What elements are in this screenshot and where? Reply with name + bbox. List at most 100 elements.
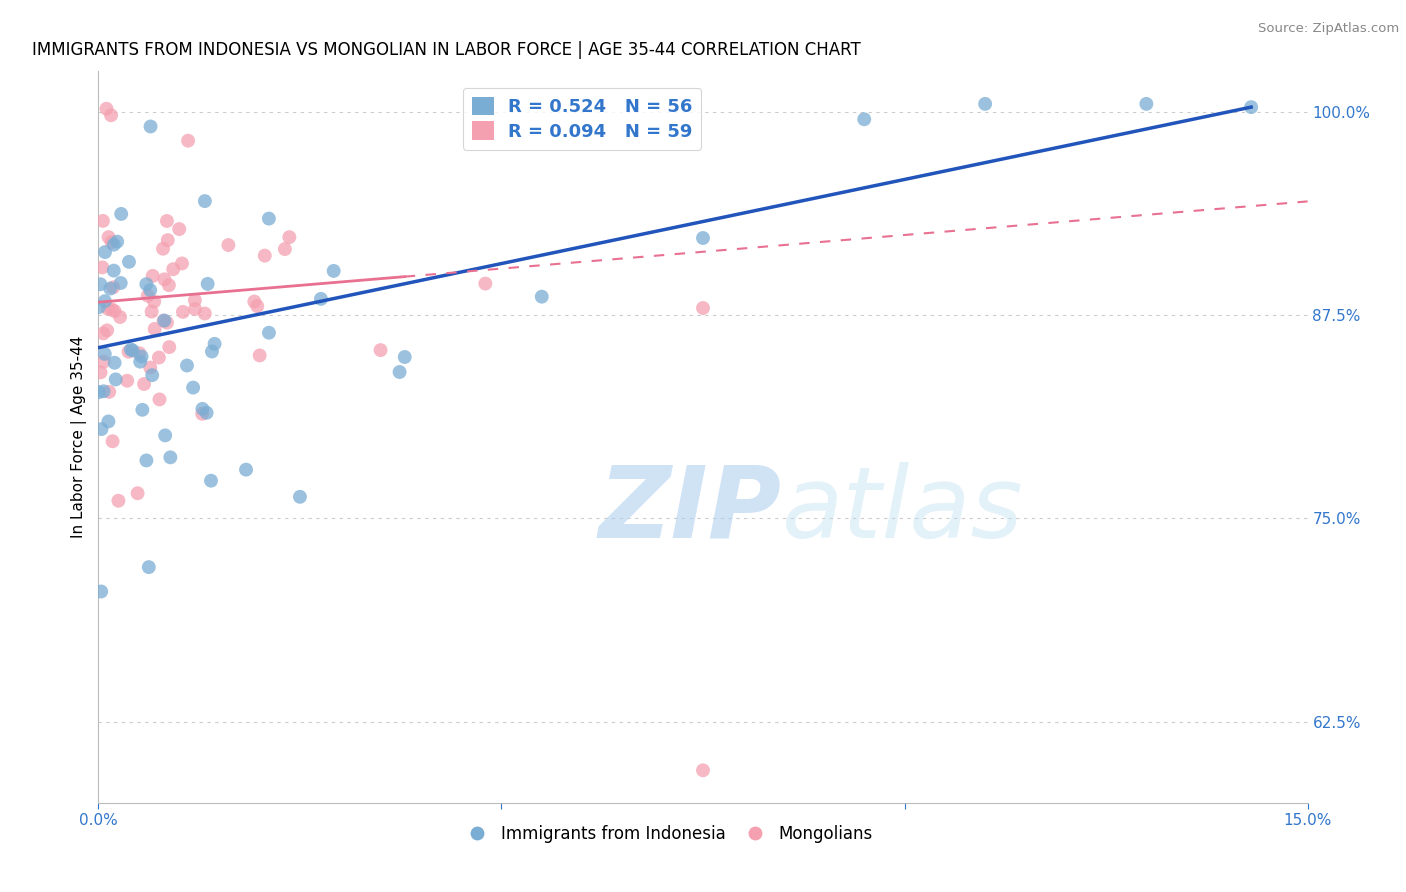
Point (194, 306, 217, 320)
Point (388, 365, 411, 379)
Point (153, 428, 176, 442)
Point (692, 301, 714, 315)
Point (90, 584, 112, 599)
Point (184, 293, 207, 308)
Point (157, 278, 180, 293)
Point (159, 450, 181, 465)
Point (139, 360, 162, 375)
Point (141, 368, 163, 383)
Point (162, 262, 184, 277)
Point (170, 256, 193, 270)
Point (138, 560, 160, 574)
Point (108, 310, 131, 324)
Point (156, 214, 179, 228)
Point (143, 294, 166, 309)
Point (90, 422, 112, 436)
Point (96, 102, 118, 116)
Point (309, 292, 332, 306)
Point (100, 108, 122, 122)
Point (249, 348, 271, 362)
Point (152, 313, 174, 327)
Point (257, 326, 280, 340)
Point (243, 294, 266, 309)
Point (103, 304, 125, 318)
Point (370, 343, 392, 357)
Point (322, 264, 344, 278)
Point (110, 276, 132, 290)
Point (128, 346, 150, 360)
Point (253, 249, 276, 263)
Point (201, 344, 224, 359)
Point (530, 290, 553, 304)
Point (121, 343, 143, 358)
Y-axis label: In Labor Force | Age 35-44: In Labor Force | Age 35-44 (72, 336, 87, 538)
Point (157, 340, 180, 354)
Point (181, 381, 204, 395)
Point (97, 301, 120, 316)
Point (197, 277, 219, 291)
Point (93, 355, 115, 369)
Point (131, 402, 153, 417)
Point (117, 344, 139, 359)
Point (204, 336, 226, 351)
Point (94, 245, 117, 260)
Point (167, 222, 190, 236)
Point (853, 112, 876, 127)
Point (152, 242, 174, 256)
Point (692, 231, 714, 245)
Point (100, 235, 122, 250)
Point (143, 322, 166, 336)
Point (217, 238, 239, 252)
Legend: Immigrants from Indonesia, Mongolians: Immigrants from Indonesia, Mongolians (454, 818, 880, 849)
Point (89, 277, 111, 292)
Point (278, 230, 301, 244)
Point (191, 401, 214, 416)
Point (191, 407, 214, 421)
Point (91, 326, 114, 341)
Point (87, 385, 110, 400)
Point (91, 260, 114, 275)
Point (104, 372, 127, 386)
Point (89, 365, 111, 379)
Point (692, 764, 714, 778)
Point (142, 268, 165, 283)
Point (103, 280, 125, 294)
Point (101, 302, 124, 317)
Point (257, 211, 280, 226)
Point (153, 272, 176, 286)
Point (103, 237, 125, 252)
Point (246, 299, 269, 313)
Point (136, 288, 159, 302)
Point (474, 277, 496, 291)
Point (200, 474, 222, 488)
Point (93, 384, 115, 399)
Point (120, 343, 142, 357)
Point (141, 304, 163, 318)
Text: ZIP: ZIP (599, 462, 782, 558)
Point (394, 350, 416, 364)
Point (139, 120, 162, 134)
Point (156, 316, 179, 330)
Point (194, 194, 217, 208)
Point (131, 350, 153, 364)
Point (91, 214, 114, 228)
Point (139, 283, 162, 297)
Point (97, 230, 120, 244)
Point (156, 233, 179, 247)
Point (1135, 96, 1157, 111)
Point (98, 282, 121, 296)
Point (103, 356, 125, 370)
Point (110, 207, 132, 221)
Point (148, 392, 170, 407)
Point (974, 96, 997, 111)
Point (148, 351, 170, 365)
Text: atlas: atlas (782, 462, 1024, 558)
Point (98, 384, 121, 399)
Point (115, 374, 138, 388)
Point (176, 359, 198, 373)
Point (87, 300, 110, 314)
Point (101, 434, 124, 449)
Point (94, 294, 117, 309)
Point (235, 462, 257, 476)
Point (132, 377, 155, 392)
